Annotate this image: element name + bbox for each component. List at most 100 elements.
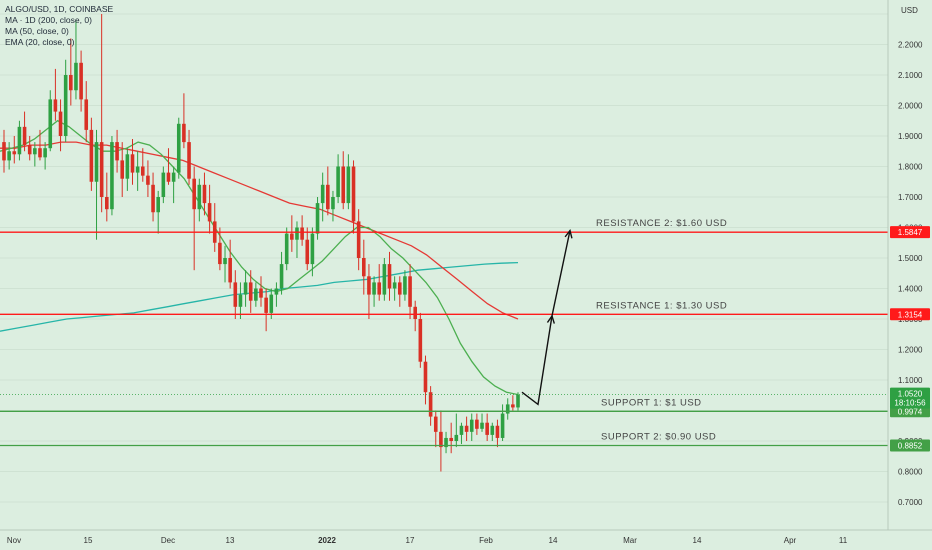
candle-body (382, 264, 387, 295)
candle (331, 190, 335, 222)
candle (274, 282, 279, 307)
candle-body (202, 184, 207, 204)
candle-body (418, 319, 423, 362)
arrow-head (564, 228, 573, 239)
candle (382, 258, 387, 301)
candle-body (17, 126, 22, 155)
candle (500, 404, 505, 441)
candle (48, 90, 53, 152)
candle (89, 117, 94, 191)
candle (516, 392, 520, 411)
x-tick-label: Feb (479, 536, 493, 545)
candle-body (79, 62, 83, 100)
candle-body (295, 227, 299, 240)
candle-body (279, 264, 284, 289)
price-levels: RESISTANCE 2: $1.60 USD RESISTANCE 1: $1.… (0, 218, 888, 447)
candle-body (459, 425, 464, 435)
y-tick-label: 2.1000 (898, 71, 923, 80)
candle-body (43, 148, 47, 158)
candle (454, 413, 459, 448)
candle (105, 172, 109, 222)
support-label: SUPPORT 2: $0.90 USD (601, 432, 716, 443)
y-tick-label: 1.7000 (898, 193, 923, 202)
candle (94, 129, 99, 240)
candle-body (336, 166, 340, 197)
candle (135, 151, 140, 191)
candle (408, 264, 412, 319)
candle (320, 172, 325, 222)
candle-body (218, 242, 222, 265)
x-tick-label: 17 (406, 536, 415, 545)
candle-body (387, 264, 392, 289)
candle-body (305, 239, 310, 265)
candle-body (403, 276, 407, 295)
time-axis[interactable]: Nov 15 Dec 13 2022 17 Feb 14 Mar 14 Apr 11 (7, 536, 848, 545)
candle (130, 139, 135, 185)
price-tag-text: 1.5847 (898, 228, 923, 237)
candle (197, 178, 202, 222)
price-tag-text: 0.9974 (898, 407, 923, 416)
arrow-head (546, 314, 555, 324)
candle (140, 148, 145, 182)
candle-body (2, 142, 6, 161)
candle (469, 413, 474, 441)
candle-body (444, 437, 448, 448)
candle-body (464, 425, 469, 432)
candle (53, 68, 58, 121)
candle-body (315, 203, 320, 234)
candle-body (146, 175, 150, 185)
candle (125, 148, 130, 191)
candle-body (372, 282, 376, 295)
candle (511, 395, 515, 411)
candle (264, 288, 268, 332)
indicator-ma200: MA · 1D (200, close, 0) (5, 15, 92, 25)
candle (146, 160, 150, 197)
candle-body (351, 166, 356, 222)
candle-body (331, 197, 335, 210)
candle (495, 419, 500, 448)
candle-body (207, 203, 212, 222)
candle-body (346, 166, 351, 204)
candle-body (254, 288, 258, 301)
candle (439, 410, 443, 472)
candle (418, 312, 423, 368)
y-tick-label: 1.5000 (898, 254, 923, 263)
candle (166, 148, 171, 185)
candle-body (12, 151, 17, 155)
candle (480, 413, 484, 432)
candle-body (485, 422, 489, 435)
candle-body (423, 361, 428, 393)
candle (284, 227, 289, 271)
candle-body (176, 123, 181, 173)
y-tick-label: 2.0000 (898, 102, 923, 111)
axis-currency-label: USD (901, 6, 918, 15)
y-tick-label: 1.8000 (898, 163, 923, 172)
candle-body (475, 419, 479, 429)
ma50-line (0, 141, 519, 320)
candle (115, 129, 119, 173)
candle-body (120, 160, 125, 179)
candle (218, 227, 222, 271)
candle-body (269, 294, 274, 313)
x-tick-label: 11 (839, 536, 848, 545)
candle-body (469, 419, 474, 432)
candle-body (454, 434, 459, 441)
candle-body (500, 413, 505, 438)
candle (315, 197, 320, 240)
candle (254, 282, 258, 307)
candle-body (516, 394, 520, 408)
candle-body (48, 99, 53, 149)
candle (490, 422, 495, 441)
candle-body (392, 282, 397, 289)
candle (387, 251, 392, 301)
ma50-path (0, 141, 519, 320)
candle (156, 190, 160, 234)
candle-body (259, 288, 263, 298)
candle (110, 136, 114, 216)
candle-body (223, 258, 227, 265)
candle (22, 111, 27, 152)
candle (27, 136, 32, 161)
candle (336, 154, 340, 204)
candle (259, 276, 263, 307)
